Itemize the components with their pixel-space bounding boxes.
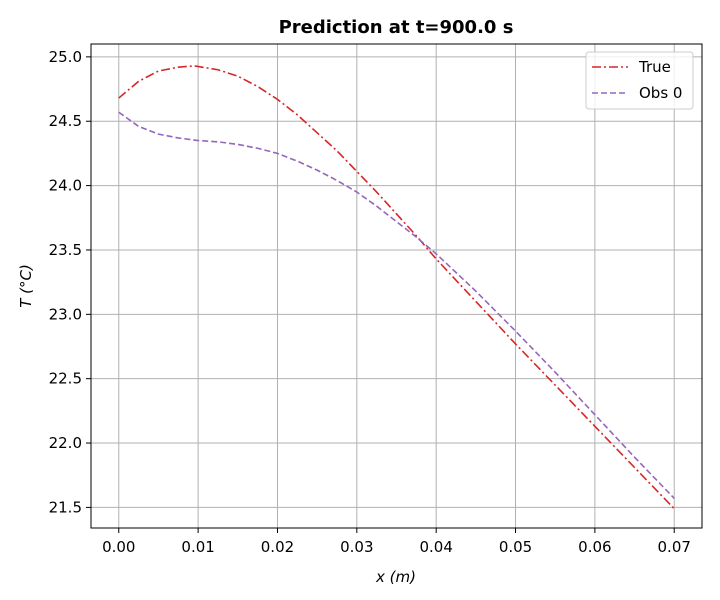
x-tick-label: 0.07 [658, 538, 691, 556]
x-tick-label: 0.04 [419, 538, 452, 556]
y-tick-label: 25.0 [49, 48, 82, 66]
x-tick-label: 0.06 [578, 538, 611, 556]
x-axis-label: x (m) [375, 568, 416, 586]
x-tick-label: 0.05 [499, 538, 532, 556]
y-tick-label: 23.0 [49, 305, 82, 323]
y-tick-label: 23.5 [49, 241, 82, 259]
x-tick-label: 0.00 [102, 538, 135, 556]
series-line-1 [118, 111, 675, 499]
y-tick-label: 22.0 [49, 434, 82, 452]
series-line-0 [118, 65, 675, 510]
plot-frame [90, 43, 703, 529]
chart-title: Prediction at t=900.0 s [279, 17, 514, 38]
y-tick-label: 21.5 [49, 498, 82, 516]
y-tick-label: 22.5 [49, 370, 82, 388]
ticks: 0.00 0.01 0.02 0.03 0.04 0.05 0.06 0.07 21.5 22.0… [49, 48, 691, 556]
x-tick-label: 0.02 [261, 538, 294, 556]
legend-label: Obs 0 [639, 84, 682, 102]
y-tick-label: 24.0 [49, 177, 82, 195]
legend-label: True [638, 58, 671, 76]
legend: True Obs 0 [585, 51, 694, 110]
x-tick-label: 0.01 [181, 538, 214, 556]
y-tick-label: 24.5 [49, 112, 82, 130]
x-tick-label: 0.03 [340, 538, 373, 556]
series-lines [118, 65, 675, 510]
grid [91, 44, 702, 528]
y-axis-label: T (°C) [17, 264, 35, 308]
